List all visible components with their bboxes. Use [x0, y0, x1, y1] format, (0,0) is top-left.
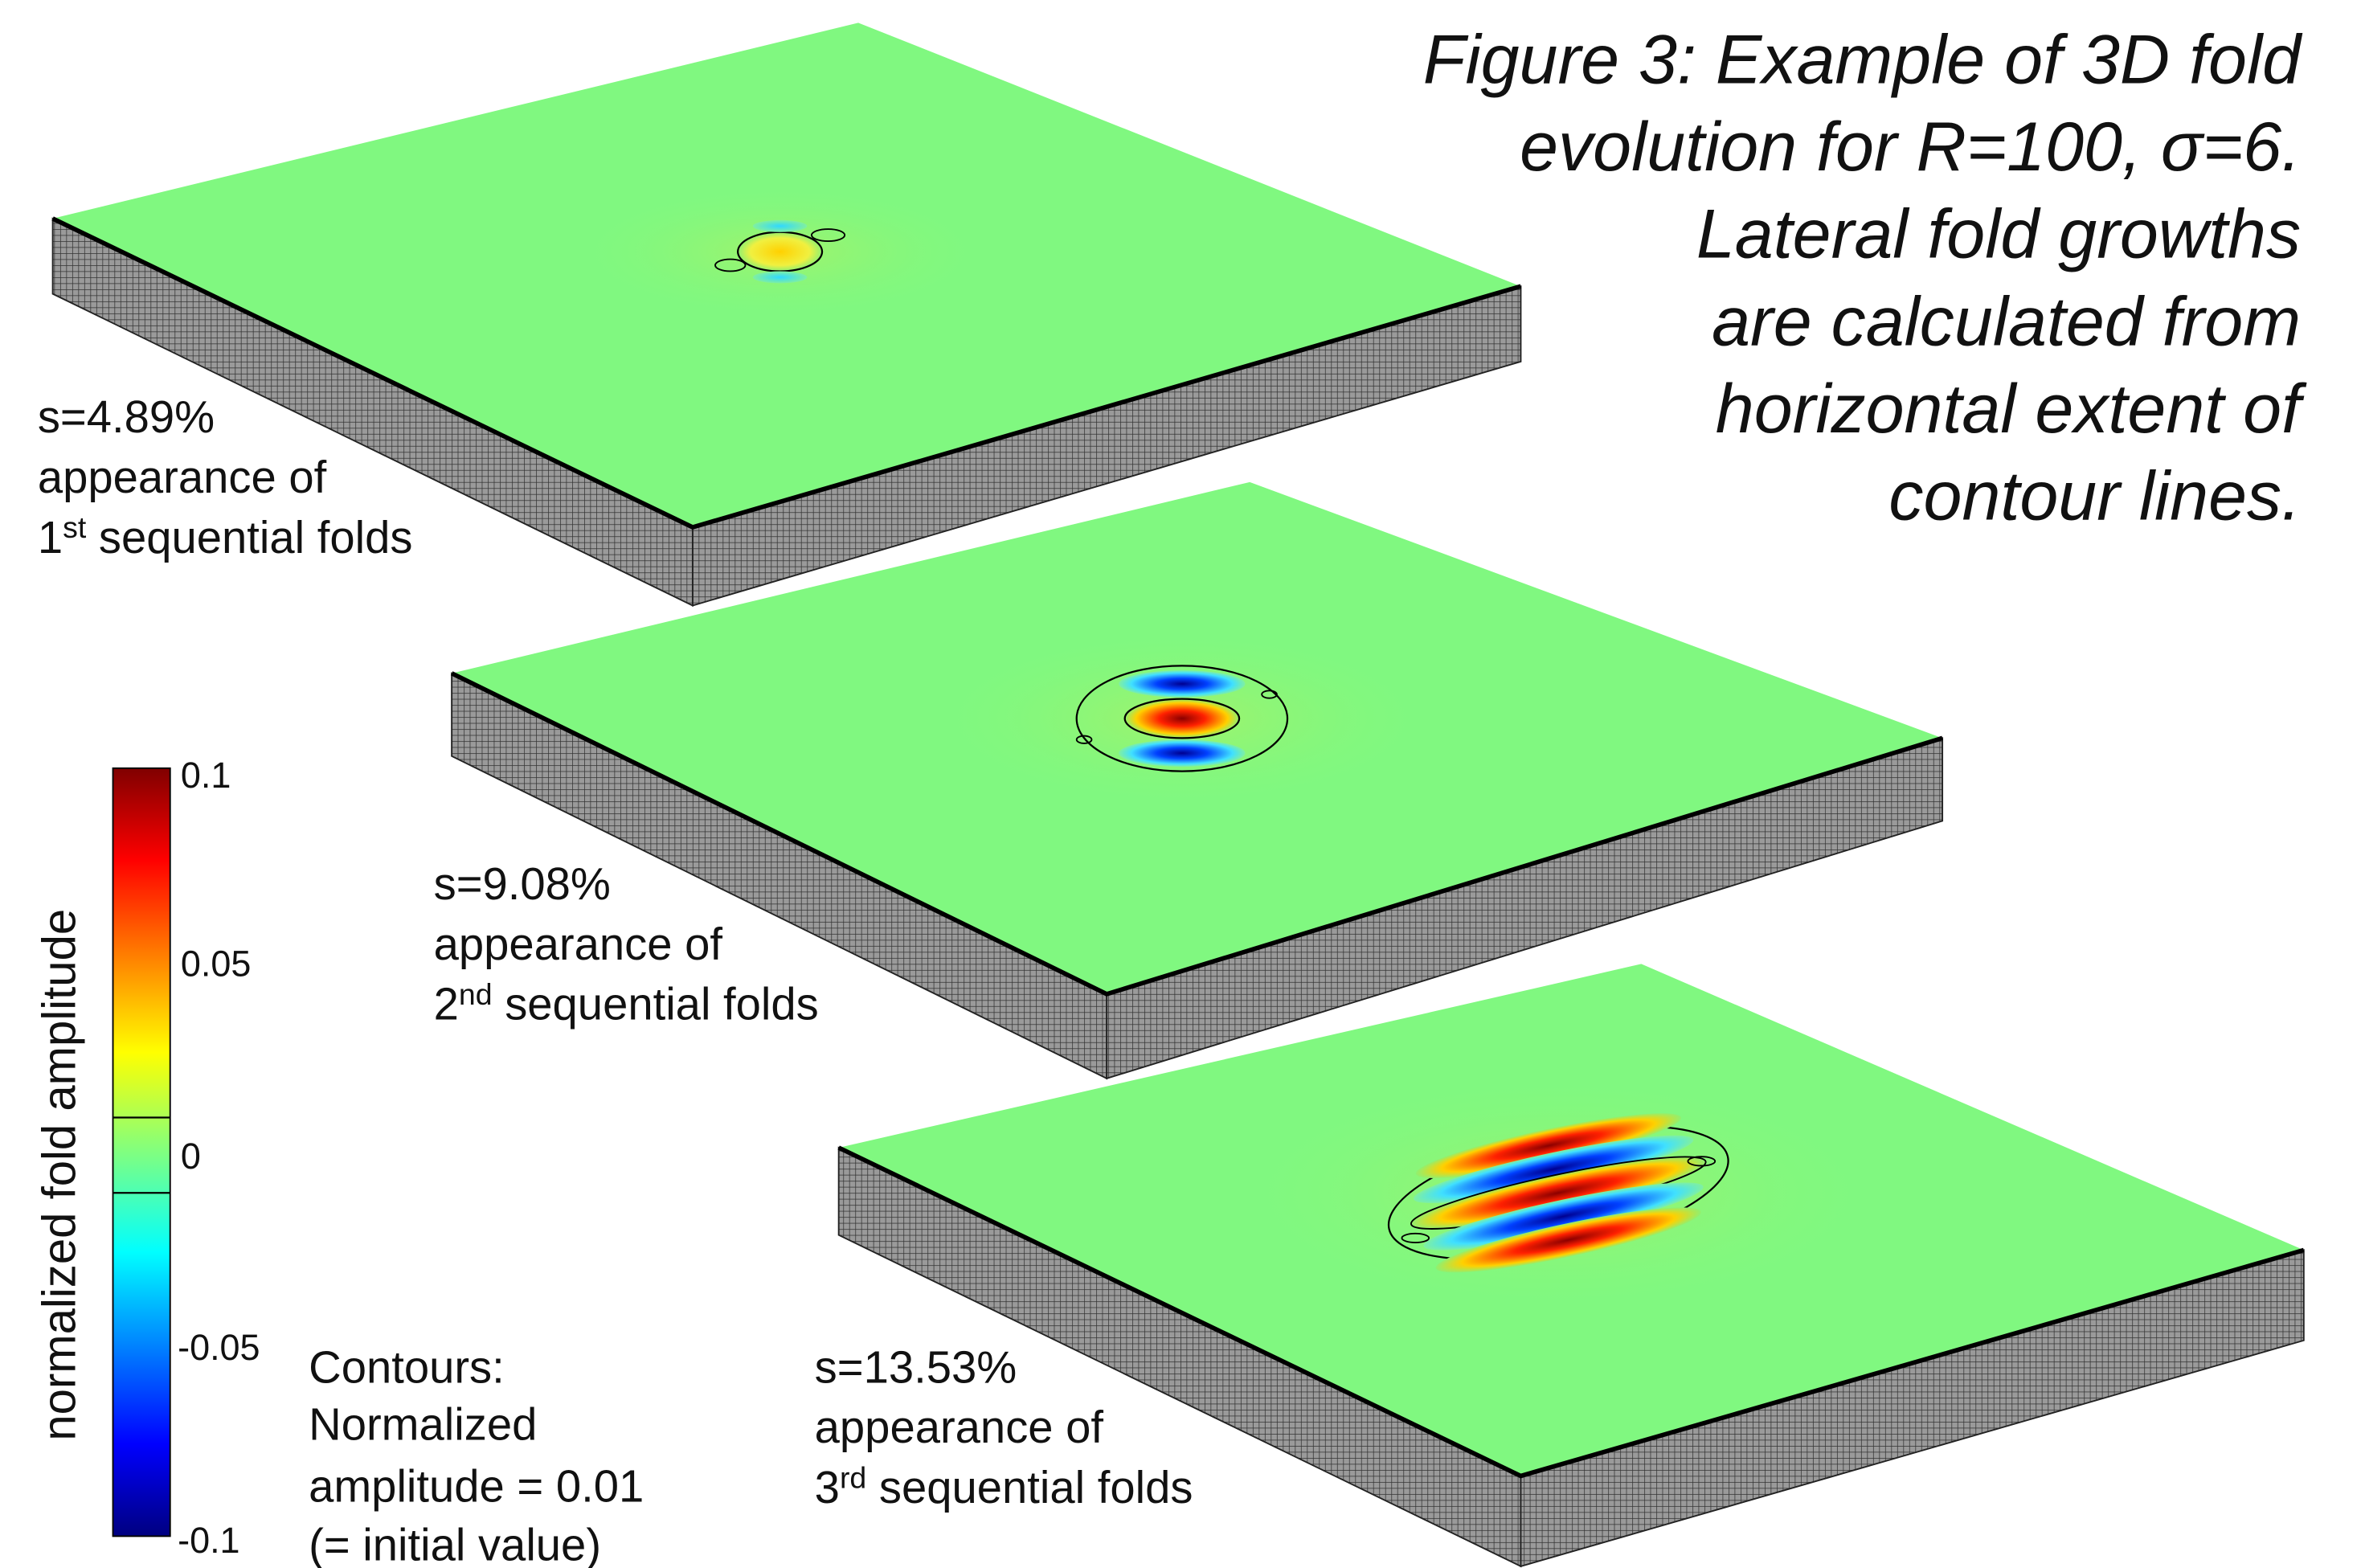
colorbar-tick: -0.05 [178, 1327, 260, 1368]
label-line: appearance of [38, 452, 327, 502]
label-line: 3rd sequential folds [815, 1460, 1193, 1513]
label-line: appearance of [815, 1402, 1104, 1452]
caption-line: contour lines. [1888, 458, 2301, 535]
label-text: sequential folds [493, 979, 819, 1030]
caption-line: evolution for R=100, σ=6. [1520, 108, 2301, 186]
strain: s=9.08% [434, 858, 611, 909]
contours-note: Contours: Normalized amplitude = 0.01 (=… [309, 1341, 644, 1568]
note-line: (= initial value) [309, 1519, 601, 1568]
caption: Figure 3: Example of 3D fold evolution f… [1423, 21, 2307, 534]
label-text: sequential folds [86, 512, 412, 563]
colorbar: 0.1 0.05 0 -0.05 -0.1 normalized fold am… [34, 755, 260, 1561]
colorbar-tick: -0.1 [178, 1520, 239, 1561]
ordinal: 1 [38, 512, 63, 563]
colorbar-label: normalized fold amplitude [34, 909, 86, 1441]
caption-line: are calculated from [1712, 283, 2301, 360]
note-line: Contours: [309, 1341, 505, 1392]
caption-line: horizontal extent of [1716, 371, 2307, 448]
ordinal: 2 [434, 979, 459, 1030]
strain: s=13.53% [815, 1341, 1017, 1392]
note-line: amplitude = 0.01 [309, 1460, 644, 1511]
strain: s=4.89% [38, 391, 215, 442]
colorbar-scale [113, 768, 170, 1537]
colorbar-tick: 0 [181, 1136, 201, 1177]
label-text: sequential folds [866, 1462, 1193, 1513]
page: {"caption":{"lines":["Figure 3: Example … [0, 0, 2361, 1568]
ordinal-suffix: rd [840, 1460, 866, 1494]
colorbar-tick: 0.05 [181, 943, 252, 984]
caption-line: Lateral fold growths [1696, 196, 2301, 273]
label-line: 2nd sequential folds [434, 977, 819, 1030]
caption-line: Figure 3: Example of 3D fold [1423, 21, 2303, 98]
ordinal-suffix: nd [459, 977, 493, 1011]
figure: Figure 3: Example of 3D fold evolution f… [0, 0, 2361, 1568]
colorbar-tick: 0.1 [181, 755, 231, 796]
label-line: 1st sequential folds [38, 510, 413, 563]
ordinal: 3 [815, 1462, 840, 1513]
ordinal-suffix: st [63, 510, 87, 544]
note-line: Normalized [309, 1399, 537, 1450]
label-line: appearance of [434, 919, 723, 969]
